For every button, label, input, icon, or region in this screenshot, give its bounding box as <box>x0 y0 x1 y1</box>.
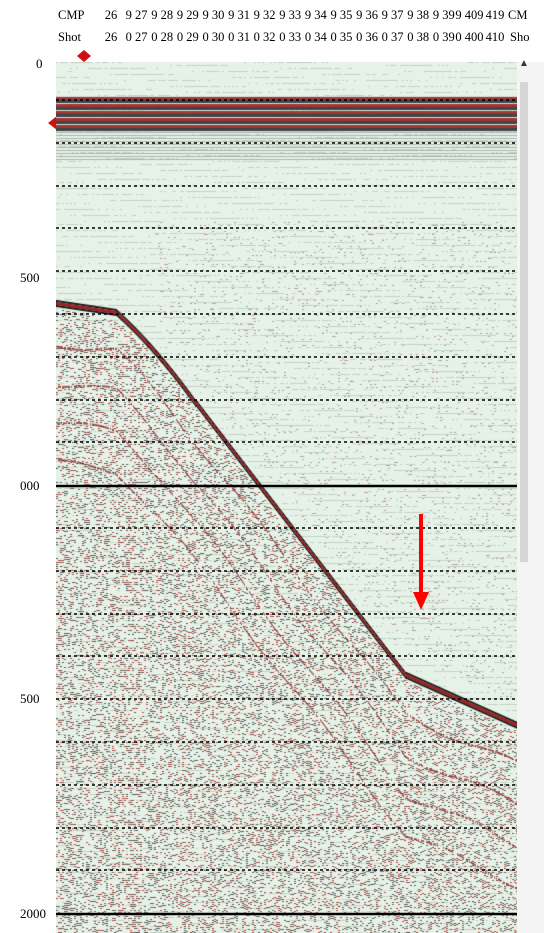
shot-tick-label: 0 38 <box>407 30 430 44</box>
seismic-section[interactable] <box>56 62 517 933</box>
shot-tick-label: 0 34 <box>304 30 327 44</box>
cmp-tick-label: 419 <box>485 8 505 22</box>
cmp-tick-label: 9 35 <box>330 8 353 22</box>
cmp-tick-label: 9 31 <box>228 8 250 22</box>
shot-tick-label: 0 29 <box>176 30 199 44</box>
triangle-marker-icon[interactable] <box>48 116 58 130</box>
cmp-tick-label: 9 409 <box>455 8 484 22</box>
scroll-up-icon[interactable]: ▲ <box>519 58 529 69</box>
shot-tick-label: 0 28 <box>151 30 174 44</box>
cmp-tick-label: 9 34 <box>304 8 327 22</box>
cmp-tick-label: 9 39 <box>432 8 455 22</box>
cmp-tick-label: 9 29 <box>176 8 199 22</box>
scroll-thumb[interactable] <box>520 82 528 562</box>
vertical-scrollbar[interactable]: ▲ <box>517 58 544 933</box>
cmp-tick-label: 9 30 <box>202 8 225 22</box>
shot-tick-label: 0 36 <box>356 30 378 44</box>
shot-tick-label: 0 400 <box>455 30 484 44</box>
time-axis-label: 500 <box>20 691 40 706</box>
cmp-tick-label: 9 36 <box>356 8 378 22</box>
trace-header: CMP 26 9 27 9 28 9 29 9 30 9 31 9 32 9 33 9 34 9 … <box>0 0 544 62</box>
time-axis-label: 0 <box>36 56 43 71</box>
shot-label: Shot <box>58 30 81 44</box>
grid-overlay <box>56 99 517 916</box>
cmp-tick-label: 26 <box>104 8 118 22</box>
cmp-right-label: CM <box>508 8 528 22</box>
down-arrow-icon <box>413 514 429 610</box>
shot-tick-label: 26 <box>104 30 118 44</box>
cmp-tick-label: 9 28 <box>151 8 174 22</box>
shot-tick-label: 0 30 <box>202 30 225 44</box>
shot-tick-label: 0 31 <box>228 30 250 44</box>
seismic-traces <box>56 62 517 933</box>
cmp-tick-label: 9 33 <box>279 8 302 22</box>
time-axis: 0 500 000 500 2000 <box>0 56 56 933</box>
shot-tick-label: 0 37 <box>381 30 404 44</box>
shot-tick-label: 0 33 <box>279 30 302 44</box>
shot-right-label: Sho <box>510 30 530 44</box>
shot-tick-label: 0 39 <box>432 30 455 44</box>
diamond-marker-icon[interactable] <box>77 50 91 62</box>
cmp-label: CMP <box>58 8 85 22</box>
shot-tick-label: 410 <box>485 30 505 44</box>
time-axis-label: 500 <box>20 270 40 285</box>
shot-tick-label: 0 32 <box>253 30 276 44</box>
cmp-tick-label: 9 37 <box>381 8 404 22</box>
time-axis-label: 000 <box>20 478 40 493</box>
cmp-tick-label: 9 32 <box>253 8 276 22</box>
time-axis-label: 2000 <box>20 906 46 921</box>
shot-tick-label: 0 27 <box>125 30 148 44</box>
cmp-tick-label: 9 38 <box>407 8 430 22</box>
cmp-tick-label: 9 27 <box>125 8 148 22</box>
shot-tick-label: 0 35 <box>330 30 353 44</box>
